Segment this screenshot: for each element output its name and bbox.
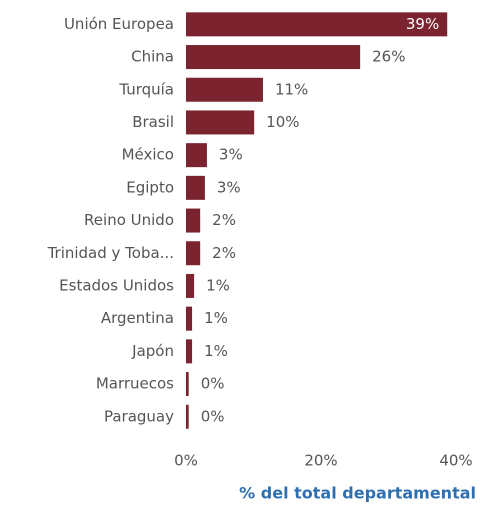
data-label: 11% xyxy=(275,80,308,98)
y-tick-label: Japón xyxy=(131,342,174,360)
bar xyxy=(186,77,263,102)
bar xyxy=(186,143,207,168)
bar xyxy=(186,404,189,429)
data-label: 1% xyxy=(206,276,230,294)
bar xyxy=(186,273,195,298)
bar xyxy=(186,208,201,233)
bar xyxy=(186,45,361,70)
data-label: 3% xyxy=(217,178,241,196)
y-tick-label: Marruecos xyxy=(96,375,174,393)
x-tick-label: 0% xyxy=(174,452,198,470)
bar xyxy=(186,306,193,331)
data-label: 39% xyxy=(406,15,439,33)
y-tick-label: Unión Europea xyxy=(64,15,174,33)
y-tick-label: Egipto xyxy=(126,178,174,196)
y-tick-label: Paraguay xyxy=(104,407,174,425)
bar xyxy=(186,110,255,135)
y-tick-label: Turquía xyxy=(118,80,174,98)
data-label: 1% xyxy=(204,309,228,327)
bar xyxy=(186,175,205,200)
y-tick-label: Brasil xyxy=(132,113,174,131)
bar xyxy=(186,241,201,266)
x-tick-label: 40% xyxy=(439,452,472,470)
data-label: 0% xyxy=(201,407,225,425)
x-axis-title: % del total departamental xyxy=(239,484,476,503)
data-label: 26% xyxy=(372,48,405,66)
bar xyxy=(186,12,448,37)
data-label: 0% xyxy=(201,375,225,393)
y-tick-label: Estados Unidos xyxy=(59,276,174,294)
y-tick-label: Reino Unido xyxy=(84,211,174,229)
data-label: 2% xyxy=(212,211,236,229)
y-tick-label: Trinidad y Toba... xyxy=(47,244,174,262)
data-label: 1% xyxy=(204,342,228,360)
data-label: 10% xyxy=(266,113,299,131)
y-tick-label: Argentina xyxy=(101,309,174,327)
y-tick-label: China xyxy=(131,48,174,66)
data-label: 3% xyxy=(219,146,243,164)
x-tick-label: 20% xyxy=(304,452,337,470)
bar xyxy=(186,339,193,364)
data-label: 2% xyxy=(212,244,236,262)
y-tick-label: México xyxy=(122,146,174,164)
bar xyxy=(186,372,189,397)
